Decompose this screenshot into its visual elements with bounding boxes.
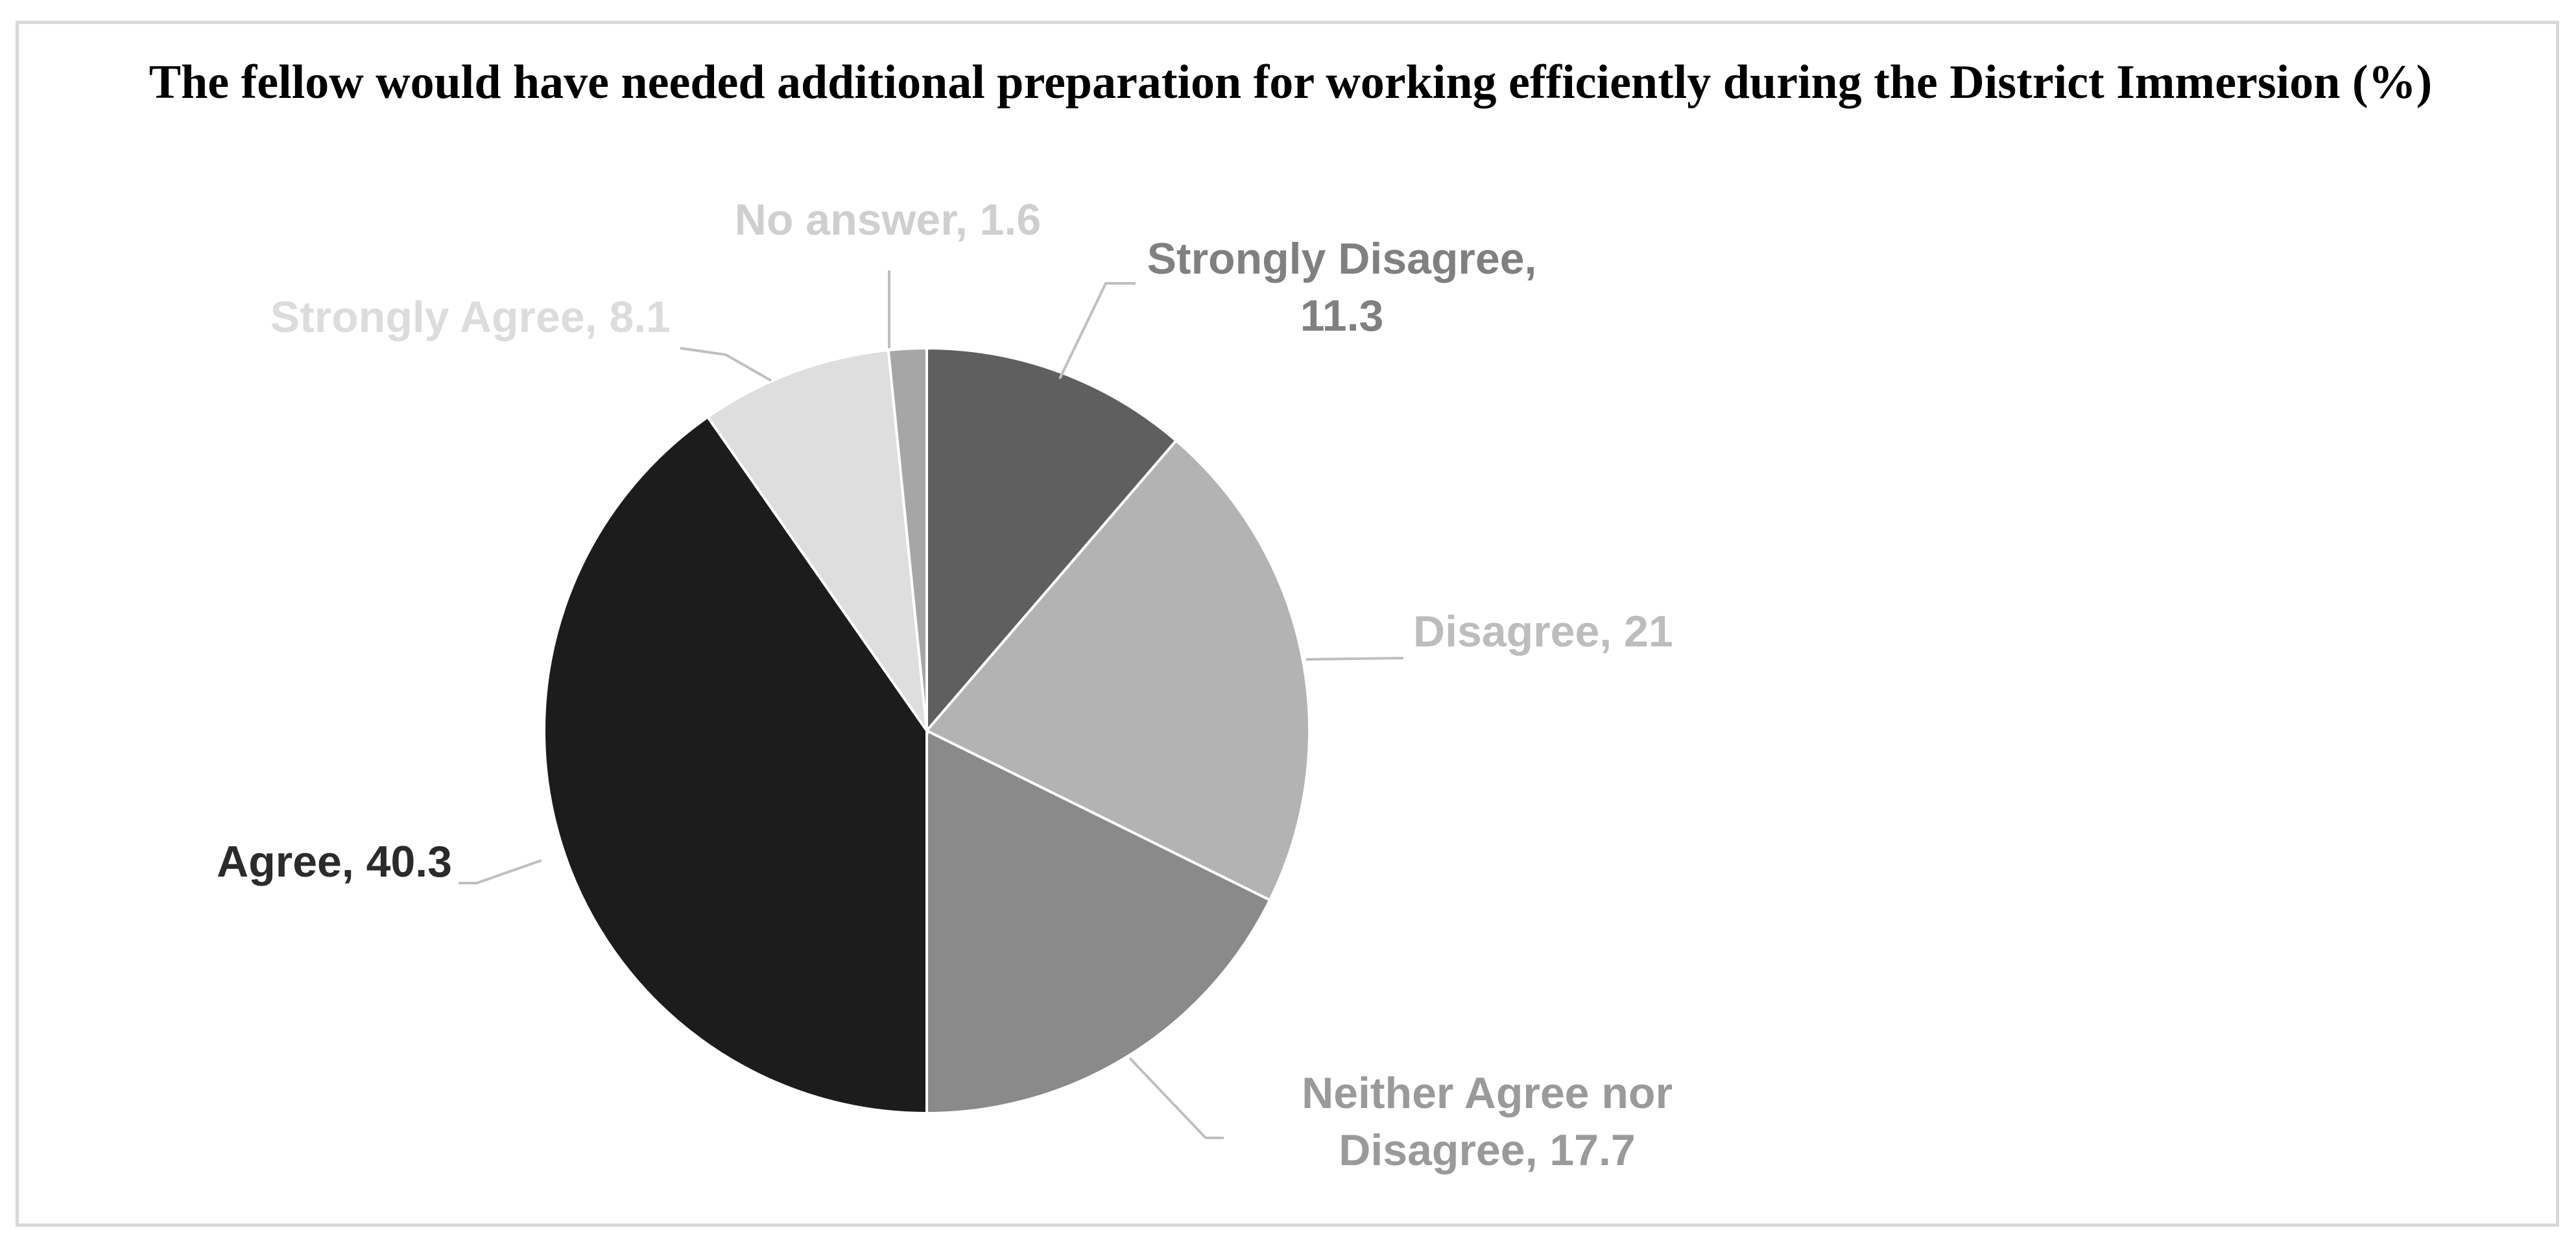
pie-slice-no-answer	[887, 346, 928, 731]
pie-slices	[543, 346, 1311, 1115]
leader-line	[459, 859, 542, 884]
chart-frame: The fellow would have needed additional …	[16, 21, 2559, 1227]
data-label-no-answer: No answer, 1.6	[735, 195, 1041, 244]
data-label-strongly-agree: Strongly Agree, 8.1	[270, 292, 671, 342]
data-label-strongly-disagree: Strongly Disagree, 11.3	[1147, 234, 1537, 340]
leader-line	[1306, 657, 1404, 661]
pie-chart: Strongly Disagree, 11.3 Disagree, 21 Neithe…	[217, 195, 1673, 1175]
leader-line	[1058, 282, 1136, 379]
pie-slice-strongly-disagree	[925, 346, 1178, 735]
pie-slice-disagree	[924, 438, 1311, 902]
data-label-neither-agree-nor-disagree: Neither Agree nor Disagree, 17.7	[1302, 1069, 1673, 1175]
pie-slice-neither-agree-nor-disagree	[925, 728, 1272, 1115]
pie-slice-agree	[543, 415, 928, 1115]
leader-lines	[459, 270, 1404, 1139]
leader-line	[1128, 1057, 1224, 1139]
chart-title: The fellow would have needed additional …	[149, 56, 2433, 109]
data-label-disagree: Disagree, 21	[1413, 607, 1673, 656]
data-label-agree: Agree, 40.3	[217, 837, 452, 886]
pie-slice-strongly-agree	[706, 348, 929, 736]
leader-line	[680, 347, 772, 382]
data-labels: Strongly Disagree, 11.3 Disagree, 21 Neithe…	[217, 195, 1673, 1175]
